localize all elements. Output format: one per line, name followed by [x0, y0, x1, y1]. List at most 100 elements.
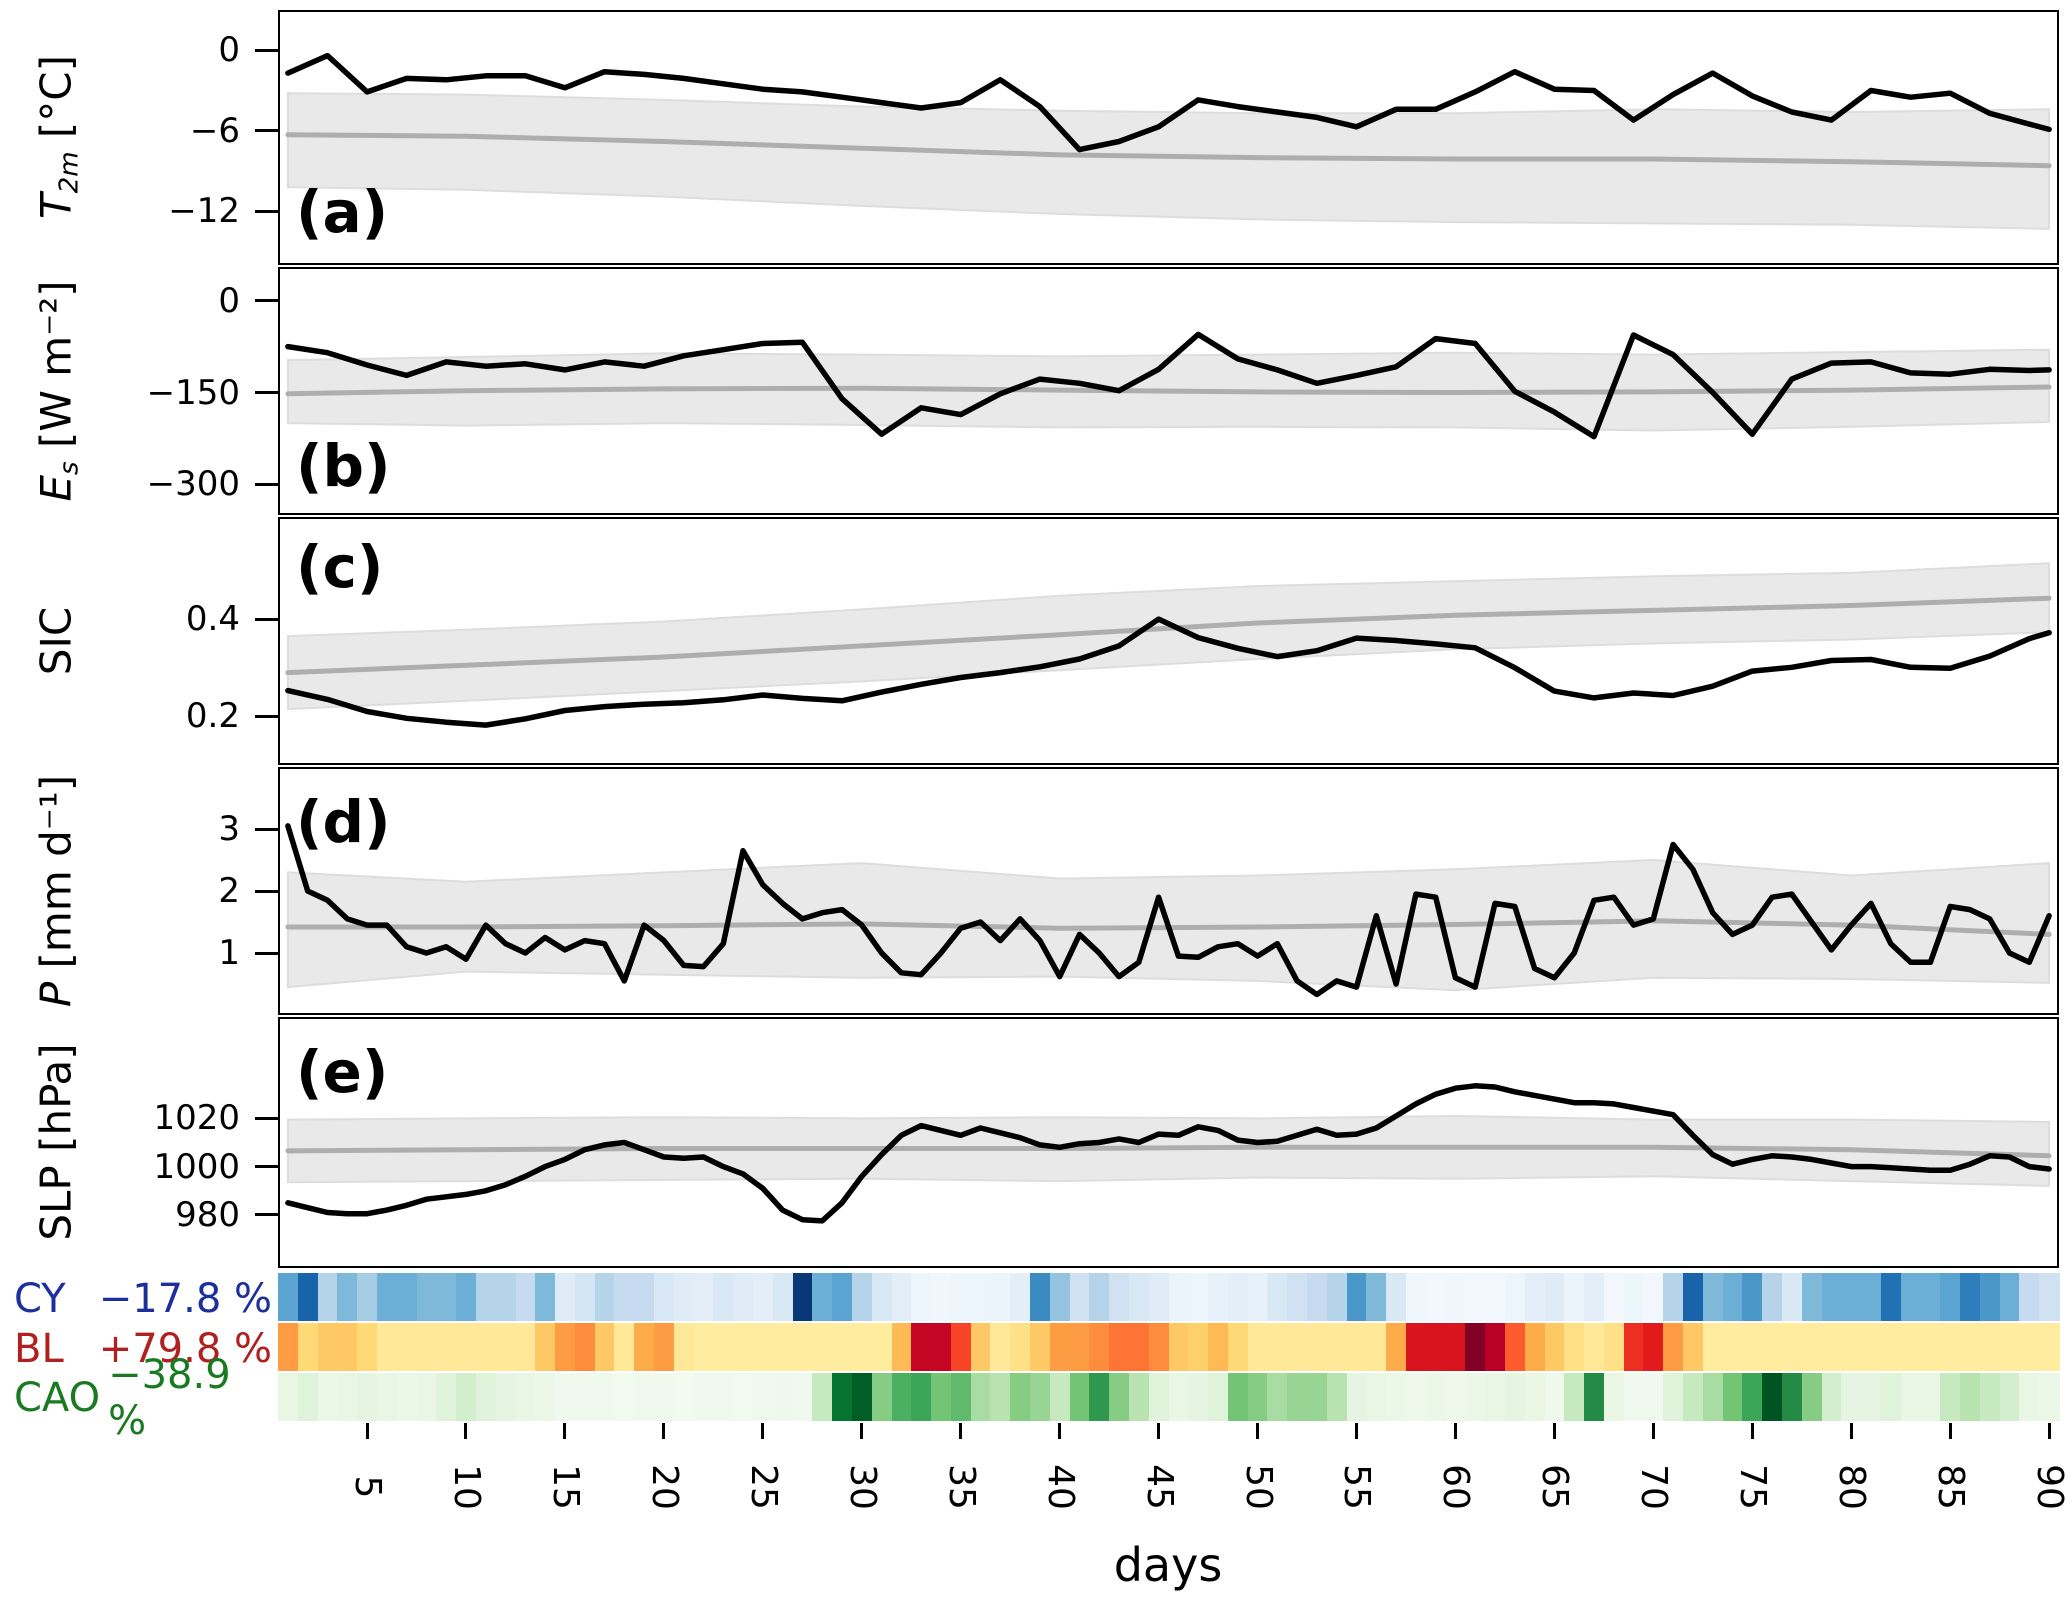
panel-b-canvas: [285, 331, 2052, 440]
heatmap-cell: [1504, 1323, 1526, 1371]
x-tick-mark: [1652, 1423, 1655, 1439]
heatmap-cell: [950, 1373, 972, 1421]
heatmap-cell: [1762, 1323, 1783, 1371]
heatmap-cell: [812, 1273, 833, 1321]
heatmap-cell: [1128, 1273, 1150, 1321]
heatmap-cell: [1920, 1373, 1941, 1421]
y-tick-label: 0.4: [185, 599, 240, 639]
heatmap-cell: [1960, 1323, 1981, 1371]
heatmap-cell: [832, 1373, 853, 1421]
heatmap-cell: [1010, 1273, 1031, 1321]
heatmap-cell: [792, 1323, 813, 1371]
y-tick-label: −300: [146, 464, 240, 504]
heatmap-cell: [1742, 1373, 1763, 1421]
heatmap-cell: [1465, 1373, 1486, 1421]
row-percentage: −38.9 %: [108, 1352, 231, 1444]
panel-e-canvas: [285, 1083, 2052, 1224]
heatmap-cell: [1742, 1323, 1763, 1371]
heatmap-cell: [416, 1273, 437, 1321]
heatmap-cell: [1465, 1273, 1486, 1321]
heatmap-cell: [1742, 1273, 1763, 1321]
x-tick-mark: [860, 1423, 863, 1439]
x-tick-label: 50: [1238, 1464, 1279, 1510]
heatmap-cell: [1069, 1323, 1090, 1371]
heatmap-cell: [1584, 1323, 1605, 1371]
heatmap-cell: [1683, 1273, 1704, 1321]
panel-c-canvas: [285, 562, 2052, 728]
heatmap-cell: [1148, 1323, 1170, 1371]
heatmap-cell: [1346, 1273, 1367, 1321]
heatmap-cell: [2039, 1373, 2060, 1421]
observed-line: [285, 52, 2052, 153]
heatmap-cell: [1406, 1323, 1427, 1371]
heatmap-cell: [1564, 1323, 1585, 1371]
y-tick-mark: [255, 828, 278, 831]
x-tick-mark: [662, 1423, 665, 1439]
heatmap-cell: [1089, 1273, 1110, 1321]
heatmap-cell: [970, 1373, 991, 1421]
heatmap-cell: [1406, 1273, 1427, 1321]
heatmap-cell: [990, 1373, 1011, 1421]
heatmap-cell: [574, 1273, 596, 1321]
heatmap-cell: [693, 1373, 714, 1421]
heatmap-cell: [1287, 1373, 1308, 1421]
x-tick-mark: [1058, 1423, 1061, 1439]
heatmap-cell: [931, 1323, 952, 1371]
heatmap-cell: [1227, 1323, 1249, 1371]
heatmap-cell: [1208, 1273, 1229, 1321]
y-tick-mark: [255, 49, 278, 52]
heatmap-cell: [1227, 1273, 1249, 1321]
y-tick-mark: [255, 1165, 278, 1168]
x-tick-label: 55: [1336, 1464, 1377, 1510]
heatmap-cell: [1544, 1373, 1565, 1421]
heatmap-cell: [1643, 1273, 1664, 1321]
heatmap-cell: [911, 1373, 932, 1421]
heatmap-cell: [1623, 1273, 1644, 1321]
heatmap-cell: [376, 1273, 398, 1321]
heatmap-cell: [1267, 1323, 1288, 1371]
heatmap-cell: [1762, 1273, 1783, 1321]
heatmap-cell: [594, 1273, 615, 1321]
y-tick-label: 3: [218, 809, 240, 849]
heatmap-cell: [1821, 1323, 1842, 1371]
heatmap-cell: [673, 1273, 695, 1321]
heatmap-cell: [1445, 1323, 1466, 1371]
heatmap-cell: [1979, 1323, 2001, 1371]
heatmap-cell: [1485, 1273, 1506, 1321]
x-tick-label: 65: [1534, 1464, 1575, 1510]
y-tick-label: 2: [218, 871, 240, 911]
heatmap-cell: [555, 1273, 576, 1321]
heatmap-cell: [713, 1273, 734, 1321]
heatmap-cell: [456, 1323, 477, 1371]
heatmap-cell: [792, 1373, 813, 1421]
x-tick-label: 75: [1732, 1464, 1773, 1510]
heatmap-cell: [1564, 1373, 1585, 1421]
heatmap-cell: [1940, 1373, 1961, 1421]
x-tick-label: 90: [2029, 1464, 2067, 1510]
heatmap-cell: [1445, 1373, 1466, 1421]
heatmap-cell: [733, 1273, 754, 1321]
y-tick-mark: [255, 618, 278, 621]
heatmap-cell: [752, 1323, 774, 1371]
heatmap-cell: [396, 1373, 418, 1421]
x-tick-label: 40: [1040, 1464, 1081, 1510]
heatmap-cell: [396, 1273, 418, 1321]
heatmap-cell: [1267, 1373, 1288, 1421]
x-tick-label: 70: [1633, 1464, 1674, 1510]
heatmap-cell: [1287, 1323, 1308, 1371]
heatmap-cell: [1425, 1323, 1447, 1371]
panel-d-canvas: [285, 823, 2052, 998]
heatmap-cell: [475, 1273, 497, 1321]
heatmap-cell: [871, 1273, 893, 1321]
heatmap-cell: [278, 1323, 299, 1371]
heatmap-cell: [1920, 1273, 1941, 1321]
heatmap-cell: [871, 1323, 893, 1371]
heatmap-cell: [278, 1373, 299, 1421]
x-tick-label: 5: [347, 1475, 388, 1499]
heatmap-cell: [317, 1373, 338, 1421]
heatmap-cell: [1049, 1273, 1071, 1321]
heatmap-cell: [515, 1323, 536, 1371]
heatmap-cell: [416, 1373, 437, 1421]
heatmap-cell: [376, 1373, 398, 1421]
mean-line: [285, 132, 2052, 169]
